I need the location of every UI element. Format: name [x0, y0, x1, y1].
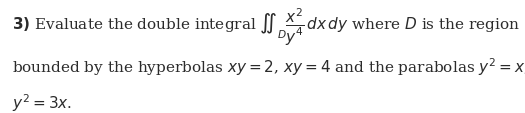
- Text: $\bf{3)}$ Evaluate the double integral $\iint_D \dfrac{x^2}{y^4}\,dx\,dy$ where : $\bf{3)}$ Evaluate the double integral $…: [12, 7, 520, 48]
- Text: bounded by the hyperbolas $xy = 2$, $xy = 4$ and the parabolas $y^2 = x$,: bounded by the hyperbolas $xy = 2$, $xy …: [12, 56, 525, 77]
- Text: $y^2 = 3x$.: $y^2 = 3x$.: [12, 92, 72, 113]
